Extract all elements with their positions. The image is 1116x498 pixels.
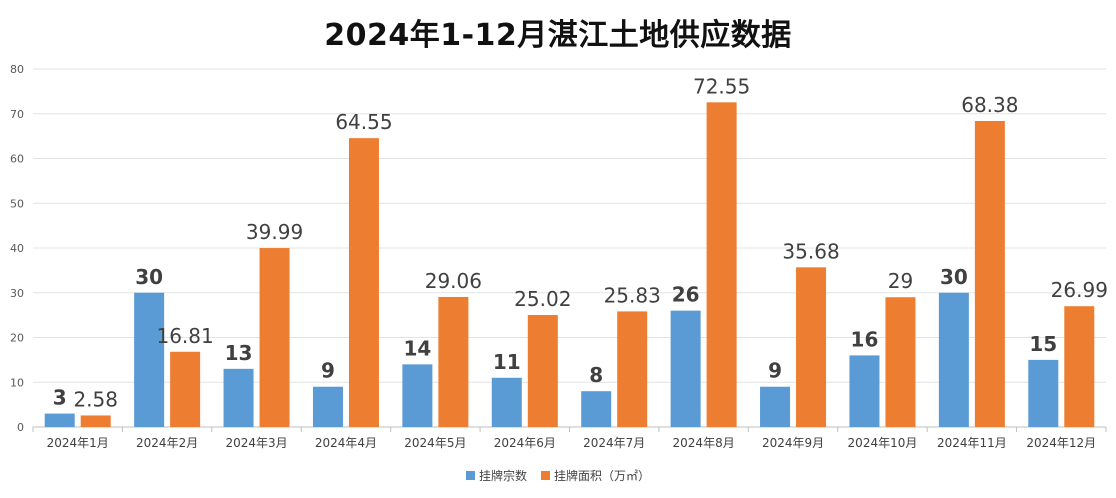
data-label-count: 9 [768, 359, 782, 383]
bar-area [885, 297, 916, 427]
data-label-count: 30 [135, 265, 163, 289]
y-tick-label: 80 [10, 63, 24, 76]
bar-area [706, 102, 737, 428]
x-tick-label: 2024年7月 [583, 436, 645, 450]
bar-count [312, 386, 343, 427]
data-label-area: 35.68 [782, 239, 839, 263]
bar-count [134, 292, 165, 427]
y-tick-label: 60 [10, 153, 24, 166]
bar-count [1028, 359, 1059, 427]
bar-count [491, 377, 522, 427]
bar-count [581, 391, 612, 427]
bars [44, 102, 1095, 428]
y-tick-label: 50 [10, 197, 24, 210]
data-label-count: 26 [672, 283, 700, 307]
y-tick-label: 20 [10, 332, 24, 345]
data-label-count: 30 [940, 265, 968, 289]
data-label-area: 68.38 [961, 93, 1018, 117]
data-label-area: 29.06 [425, 269, 482, 293]
x-axis: 2024年1月 2024年2月 2024年3月 2024年4月 2024年5月 2024年… [32, 427, 1107, 450]
bar-area [796, 267, 827, 427]
x-tick-label: 2024年11月 [937, 436, 1007, 450]
x-tick-label: 2024年12月 [1026, 436, 1096, 450]
data-label-count: 14 [403, 336, 431, 360]
x-tick-label: 2024年6月 [494, 436, 556, 450]
data-label-area: 64.55 [335, 110, 392, 134]
data-label-area: 29 [888, 269, 913, 293]
bar-area [617, 311, 648, 427]
data-label-area: 26.99 [1051, 278, 1108, 302]
y-axis: 0 10 20 30 40 50 60 70 80 [10, 63, 24, 434]
y-tick-label: 10 [10, 376, 24, 389]
data-label-count: 16 [851, 327, 879, 351]
bar-count [402, 364, 433, 427]
x-tick-label: 2024年5月 [404, 436, 466, 450]
x-tick-label: 2024年9月 [762, 436, 824, 450]
bar-count [670, 310, 701, 427]
data-label-count: 9 [321, 359, 335, 383]
data-label-count: 15 [1029, 332, 1057, 356]
data-label-area: 2.58 [73, 387, 118, 411]
bar-area [259, 248, 290, 427]
bar-area [170, 351, 201, 427]
data-label-area: 72.55 [693, 74, 750, 98]
bar-area [974, 120, 1005, 427]
bar-count [938, 292, 969, 427]
x-tick-label: 2024年3月 [225, 436, 287, 450]
bar-area [348, 138, 379, 428]
data-label-area: 25.83 [604, 283, 661, 307]
legend-label: 挂牌面积（万㎡） [554, 469, 651, 483]
bar-area [1064, 306, 1095, 427]
x-tick-label: 2024年4月 [315, 436, 377, 450]
legend-item-area[interactable]: 挂牌面积（万㎡） [541, 467, 650, 484]
legend: 挂牌宗数 挂牌面积（万㎡） [0, 467, 1116, 484]
y-tick-label: 40 [10, 242, 24, 255]
x-tick-label: 2024年1月 [47, 436, 109, 450]
x-tick-label: 2024年2月 [136, 436, 198, 450]
data-label-count: 3 [53, 386, 67, 410]
bar-count [44, 413, 75, 427]
data-label-area: 16.81 [156, 324, 213, 348]
data-label-area: 25.02 [514, 287, 571, 311]
x-tick-label: 2024年8月 [673, 436, 735, 450]
bar-count [760, 386, 791, 427]
x-tick-label: 2024年10月 [848, 436, 918, 450]
legend-label: 挂牌宗数 [478, 469, 527, 483]
data-labels: 3 2.58 30 16.81 13 39.99 9 64.55 14 29.06 11 25.02 8… [53, 74, 1108, 411]
legend-swatch [541, 471, 550, 480]
y-tick-label: 70 [10, 108, 24, 121]
data-label-count: 13 [225, 341, 253, 365]
legend-item-count[interactable]: 挂牌宗数 [465, 467, 527, 484]
bar-area [80, 415, 111, 427]
y-tick-label: 0 [17, 421, 24, 434]
bar-count [223, 368, 254, 427]
data-label-count: 8 [589, 363, 603, 387]
data-label-count: 11 [493, 350, 521, 374]
bar-count [849, 355, 880, 427]
y-tick-label: 30 [10, 287, 24, 300]
bar-area [527, 315, 558, 427]
chart-title: 2024年1-12月湛江土地供应数据 [324, 18, 792, 53]
data-label-area: 39.99 [246, 220, 303, 244]
legend-swatch [465, 471, 475, 480]
bar-area [438, 296, 469, 427]
